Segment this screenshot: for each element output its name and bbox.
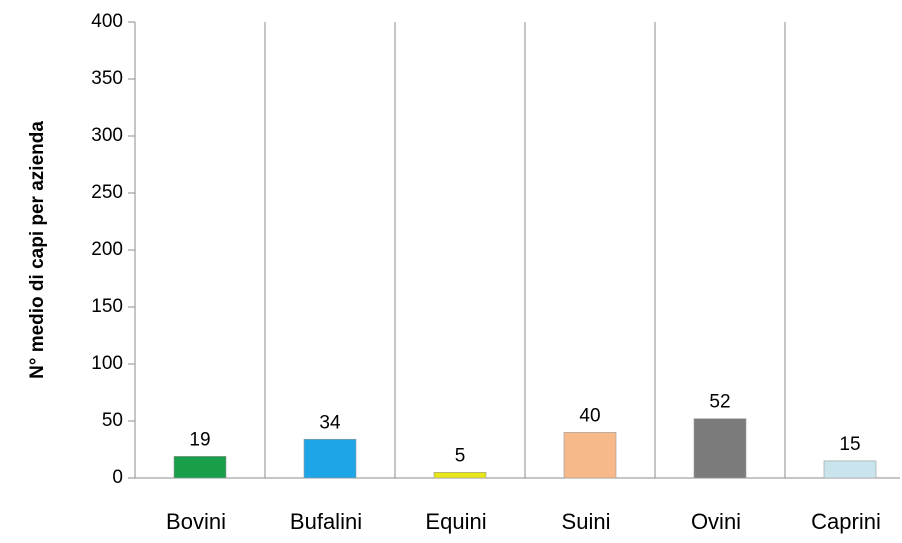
y-tick-label: 50 bbox=[102, 410, 123, 431]
y-tick-label: 400 bbox=[91, 11, 123, 32]
bar bbox=[563, 432, 617, 479]
y-tick-label: 350 bbox=[91, 68, 123, 89]
y-tick-label: 150 bbox=[91, 296, 123, 317]
data-label: 5 bbox=[455, 445, 466, 466]
bar bbox=[823, 460, 877, 479]
data-label: 34 bbox=[319, 412, 341, 433]
x-tick-label: Equini bbox=[425, 509, 486, 534]
bar bbox=[693, 418, 747, 479]
y-tick-label: 250 bbox=[91, 182, 123, 203]
y-tick-label: 200 bbox=[91, 239, 123, 260]
bar bbox=[303, 438, 357, 479]
bar bbox=[433, 471, 487, 479]
x-tick-label: Caprini bbox=[811, 509, 881, 534]
data-label: 52 bbox=[709, 392, 730, 413]
y-tick-label: 0 bbox=[112, 467, 123, 488]
x-tick-label: Ovini bbox=[691, 509, 741, 534]
x-tick-label: Bovini bbox=[166, 509, 226, 534]
y-tick-label: 100 bbox=[91, 353, 123, 374]
x-tick-label: Bufalini bbox=[290, 509, 362, 534]
data-label: 15 bbox=[839, 434, 860, 455]
data-label: 40 bbox=[579, 405, 600, 426]
data-label: 19 bbox=[189, 429, 210, 450]
y-axis-label: N° medio di capi per azienda bbox=[27, 121, 48, 379]
bar bbox=[173, 456, 227, 479]
y-tick-label: 300 bbox=[91, 125, 123, 146]
x-tick-label: Suini bbox=[562, 509, 611, 534]
